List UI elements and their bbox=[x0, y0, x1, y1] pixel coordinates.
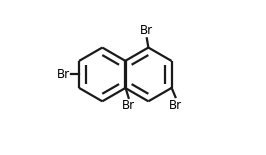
Text: Br: Br bbox=[140, 24, 153, 37]
Text: Br: Br bbox=[57, 68, 70, 81]
Text: Br: Br bbox=[122, 99, 135, 112]
Text: Br: Br bbox=[169, 99, 182, 112]
